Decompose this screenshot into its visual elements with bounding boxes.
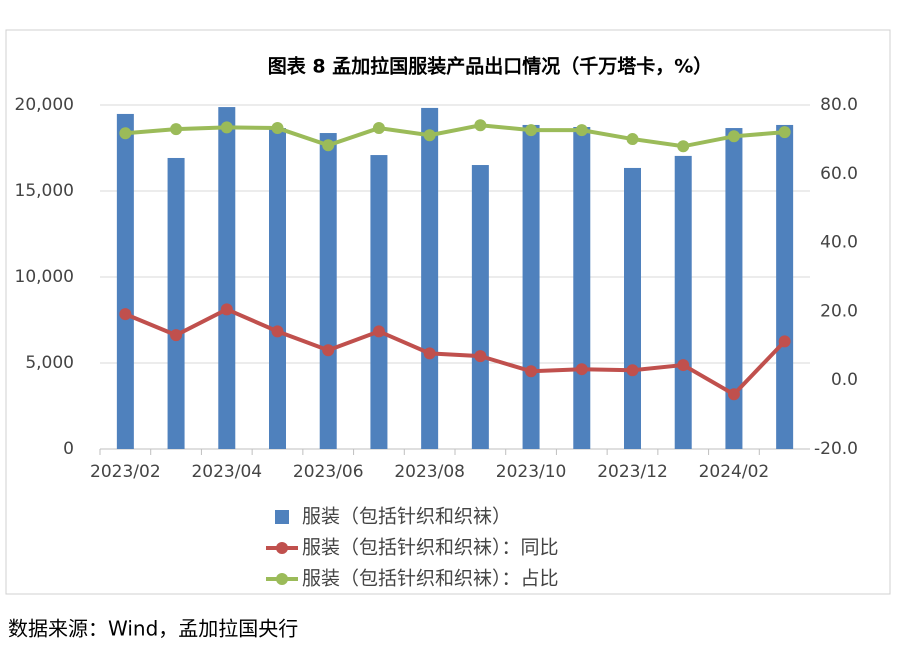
marker	[778, 335, 791, 348]
y2-tick-label: 80.0	[820, 95, 858, 115]
legend-label: 服装（包括针织和织袜）：同比	[302, 537, 559, 559]
marker	[677, 359, 690, 372]
bar	[674, 155, 692, 450]
y-tick-label: 5,000	[25, 353, 74, 373]
marker	[423, 347, 436, 360]
y2-tick-label: -20.0	[814, 439, 858, 459]
bar	[269, 128, 286, 449]
x-tick-label: 2024/02	[699, 462, 770, 482]
marker	[474, 119, 487, 132]
chart-frame	[5, 29, 891, 595]
marker	[372, 122, 385, 135]
x-tick-label: 2023/06	[293, 462, 364, 482]
y-tick-label: 10,000	[15, 267, 74, 287]
y2-tick-label: 0.0	[831, 370, 858, 390]
bar	[573, 127, 591, 450]
y-tick-label: 0	[63, 439, 74, 459]
marker	[778, 126, 791, 139]
y2-tick-label: 40.0	[820, 233, 858, 253]
marker	[119, 127, 132, 140]
marker	[322, 344, 335, 357]
y2-tick-label: 20.0	[820, 301, 858, 321]
x-tick-label: 2023/12	[597, 462, 668, 482]
x-tick-label: 2023/08	[394, 462, 465, 482]
y-tick-label: 15,000	[15, 181, 74, 201]
bar	[624, 167, 641, 449]
bar	[116, 113, 134, 449]
x-tick-label: 2023/04	[191, 462, 262, 482]
marker	[423, 129, 436, 142]
marker	[575, 363, 588, 376]
legend-swatch	[275, 510, 289, 524]
y-tick-label: 20,000	[15, 95, 74, 115]
bar	[218, 107, 236, 450]
bar	[370, 155, 388, 449]
legend-label: 服装（包括针织和织袜）：占比	[302, 568, 559, 590]
marker	[220, 121, 233, 134]
marker	[525, 124, 538, 137]
legend-label: 服装（包括针织和织袜）	[302, 506, 511, 528]
bar	[167, 157, 185, 449]
bar	[421, 107, 439, 449]
marker	[727, 388, 740, 401]
bar	[522, 124, 540, 450]
bar	[725, 128, 743, 449]
source-note: 数据来源：Wind，孟加拉国央行	[8, 617, 298, 641]
chart-title: 图表 8 孟加拉国服装产品出口情况（千万塔卡，%）	[268, 55, 713, 78]
legend-marker	[276, 573, 288, 585]
legend-marker	[276, 542, 288, 554]
marker	[626, 364, 639, 377]
marker	[575, 124, 588, 137]
marker	[727, 130, 740, 143]
marker	[626, 133, 639, 146]
marker	[170, 123, 183, 136]
marker	[220, 303, 233, 316]
marker	[119, 308, 132, 321]
x-tick-label: 2023/02	[90, 462, 161, 482]
marker	[677, 140, 690, 153]
bar	[471, 165, 489, 449]
line	[125, 123, 785, 149]
marker	[372, 325, 385, 338]
marker	[271, 122, 284, 135]
marker	[525, 365, 538, 378]
x-tick-label: 2023/10	[496, 462, 567, 482]
bar	[319, 133, 337, 449]
marker	[474, 350, 487, 363]
marker	[170, 329, 183, 342]
line	[124, 307, 787, 397]
marker	[322, 139, 335, 152]
bar	[776, 124, 794, 450]
y2-tick-label: 60.0	[820, 164, 858, 184]
marker	[271, 325, 284, 338]
